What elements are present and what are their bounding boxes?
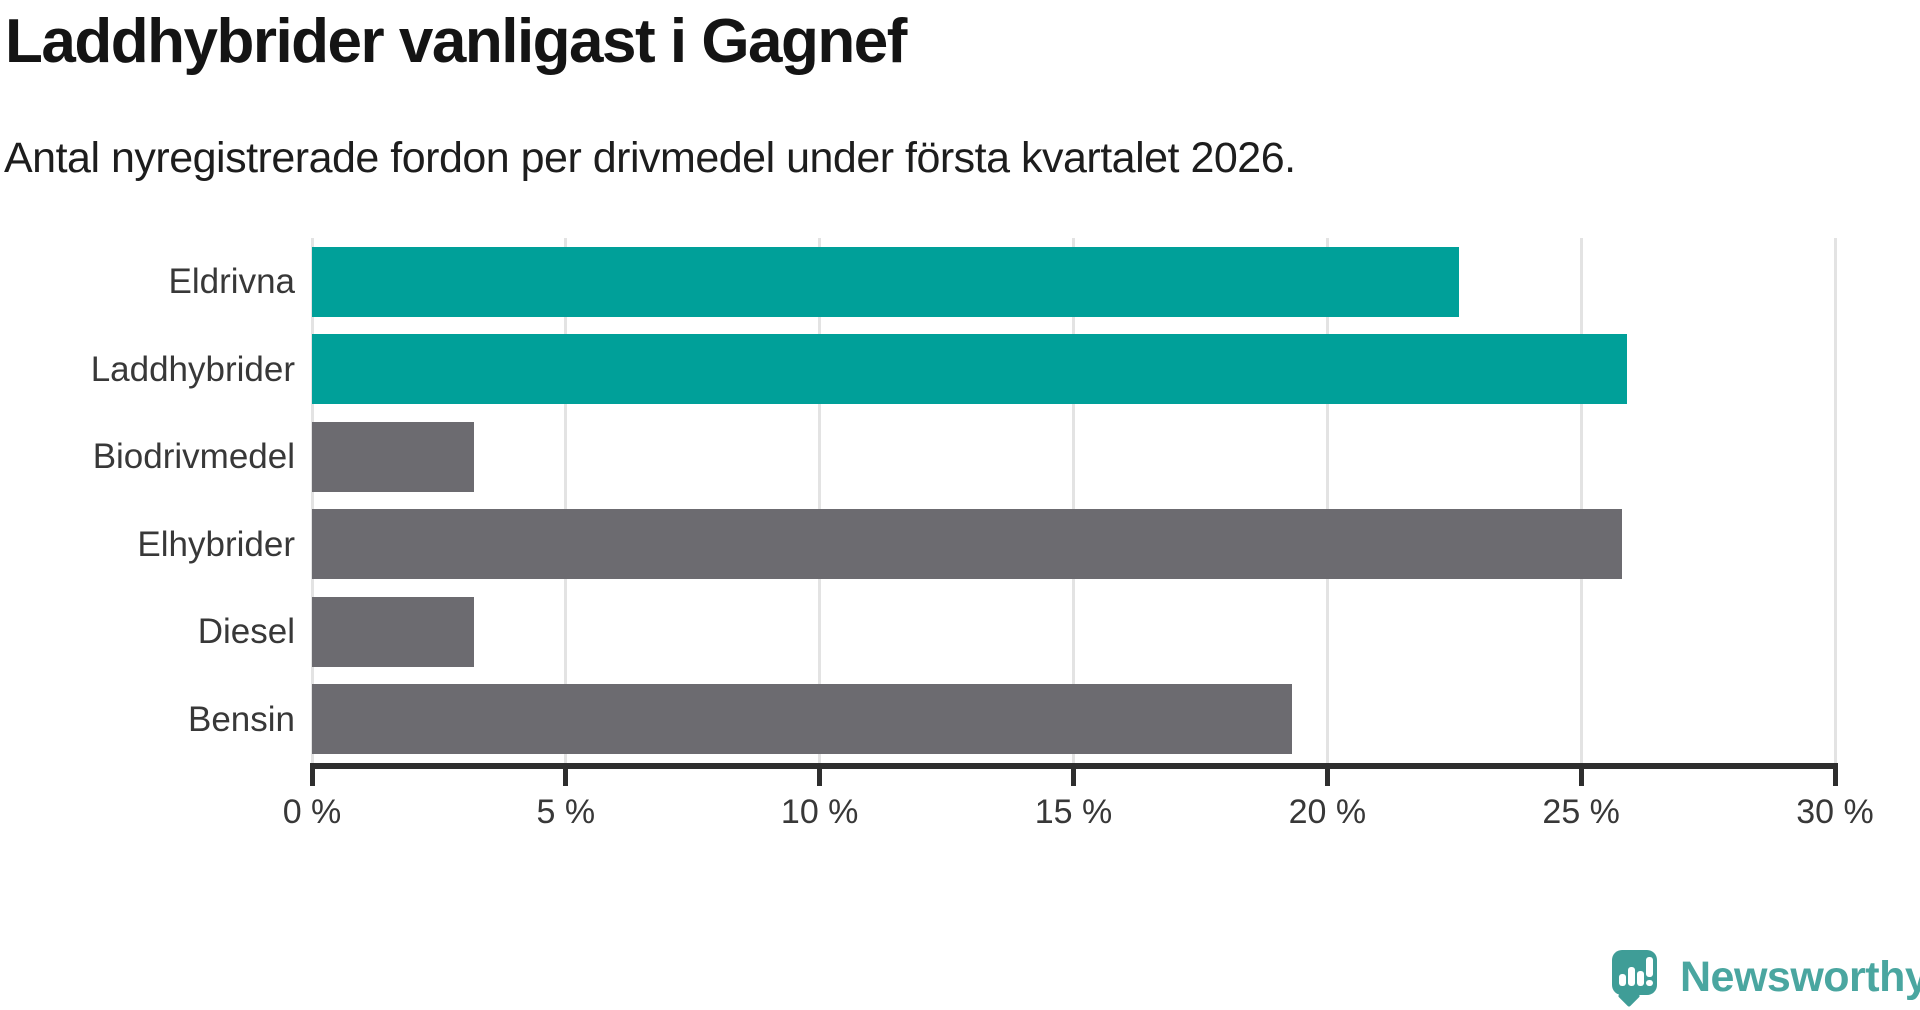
- bar-laddhybrider: [312, 334, 1627, 405]
- bar-elhybrider: [312, 509, 1622, 580]
- logo-bar-tall-icon: [1628, 966, 1635, 986]
- x-tick-label-5: 5 %: [536, 793, 596, 831]
- bar-biodrivmedel: [312, 421, 475, 492]
- x-axis-tick-10: [817, 763, 823, 786]
- chart-subtitle: Antal nyregistrerade fordon per drivmede…: [4, 134, 1296, 182]
- bar-diesel: [312, 596, 475, 667]
- category-label-diesel: Diesel: [197, 612, 295, 651]
- logo-exclamation-dot-icon: [1646, 979, 1653, 986]
- chart-title: Laddhybrider vanligast i Gagnef: [5, 7, 907, 76]
- newsworthy-logo-icon: [1612, 950, 1657, 1008]
- x-tick-label-20: 20 %: [1288, 793, 1367, 831]
- gridline-5: [564, 238, 568, 763]
- x-tick-label-0: 0 %: [282, 793, 342, 831]
- bar-bensin: [312, 684, 1292, 755]
- gridline-20: [1325, 238, 1329, 763]
- x-tick-label-15: 15 %: [1034, 793, 1113, 831]
- x-axis-tick-30: [1832, 763, 1838, 786]
- logo-bar-medium-icon: [1637, 970, 1644, 986]
- x-axis-tick-5: [563, 763, 569, 786]
- gridline-10: [818, 238, 822, 763]
- gridline-25: [1579, 238, 1583, 763]
- category-label-laddhybrider: Laddhybrider: [90, 349, 295, 389]
- plot-area: Eldrivna Laddhybrider Biodrivmedel Elhybrid…: [91, 238, 1837, 763]
- category-label-elhybrider: Elhybrider: [137, 524, 295, 564]
- brand-wordmark: Newsworthy: [1680, 953, 1920, 1001]
- x-axis-tick-20: [1324, 763, 1330, 786]
- x-axis-tick-0: [309, 763, 315, 786]
- gridline-15: [1072, 238, 1075, 763]
- x-axis-tick-25: [1578, 763, 1584, 786]
- category-label-eldrivna: Eldrivna: [168, 262, 295, 301]
- category-label-biodrivmedel: Biodrivmedel: [92, 437, 295, 476]
- logo-bar-small-icon: [1619, 973, 1626, 986]
- gridline-30: [1833, 238, 1837, 763]
- category-label-bensin: Bensin: [187, 699, 295, 739]
- x-axis-tick-15: [1071, 763, 1076, 786]
- logo-speech-tail-icon: [1617, 984, 1641, 1008]
- x-tick-label-25: 25 %: [1542, 793, 1620, 831]
- gridline-0: [310, 238, 314, 763]
- x-tick-label-10: 10 %: [780, 793, 859, 831]
- bar-eldrivna: [312, 246, 1460, 317]
- x-tick-label-30: 30 %: [1796, 793, 1874, 831]
- logo-exclamation-bar-icon: [1646, 957, 1653, 977]
